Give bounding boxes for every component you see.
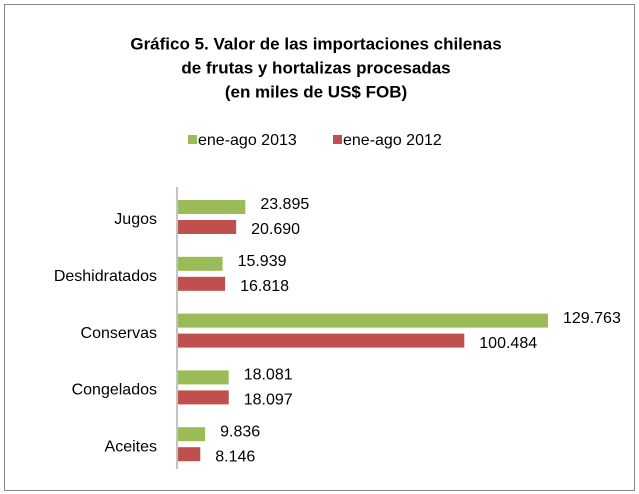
- legend-swatch: [333, 135, 342, 144]
- y-tick-label: Deshidratados: [54, 268, 157, 285]
- bar: [178, 390, 229, 405]
- bar: [178, 333, 465, 348]
- chart-subtitle: (en miles de US$ FOB): [225, 82, 407, 101]
- y-tick-label: Jugos: [114, 211, 157, 228]
- frame: [4, 4, 635, 491]
- bar: [178, 200, 246, 214]
- legend-swatch: [188, 135, 197, 144]
- value-label: 15.939: [238, 253, 287, 270]
- chart-title: Gráfico 5. Valor de las importaciones ch…: [130, 34, 501, 53]
- value-label: 8.146: [215, 448, 255, 465]
- value-label: 129.763: [563, 310, 621, 327]
- bar: [178, 276, 226, 291]
- value-label: 23.895: [260, 196, 309, 213]
- legend-label: ene-ago 2012: [343, 132, 442, 149]
- bar: [178, 313, 548, 328]
- chart-subtitle: de frutas y hortalizas procesadas: [181, 58, 450, 77]
- value-label: 18.097: [244, 392, 293, 409]
- value-label: 16.818: [240, 278, 289, 295]
- value-label: 18.081: [244, 367, 293, 384]
- bar: [178, 427, 206, 442]
- value-label: 9.836: [220, 423, 260, 440]
- bar: [178, 256, 223, 271]
- y-tick-label: Conservas: [81, 325, 157, 342]
- value-label: 100.484: [479, 335, 537, 352]
- bar: [178, 220, 237, 234]
- value-label: 20.690: [251, 221, 300, 238]
- bar: [178, 370, 229, 385]
- y-tick-label: Congelados: [72, 382, 157, 399]
- legend-label: ene-ago 2013: [198, 132, 297, 149]
- bar: [178, 447, 201, 462]
- y-tick-label: Aceites: [105, 438, 157, 455]
